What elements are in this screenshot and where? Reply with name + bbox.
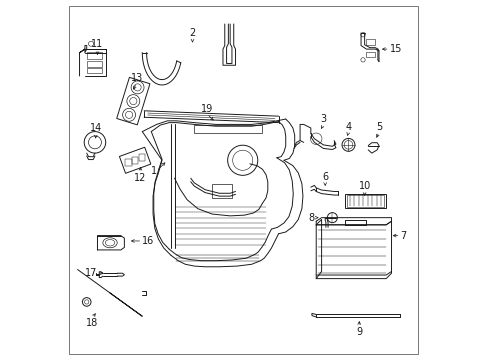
Text: 5: 5 — [375, 122, 381, 132]
Text: 12: 12 — [134, 173, 146, 183]
Bar — [194, 126, 262, 134]
Text: 14: 14 — [89, 123, 102, 134]
Text: 10: 10 — [358, 181, 370, 191]
Text: 4: 4 — [345, 122, 351, 132]
Text: 17: 17 — [85, 268, 97, 278]
Text: 1: 1 — [150, 166, 156, 176]
Text: 11: 11 — [91, 39, 103, 49]
Text: 9: 9 — [355, 327, 362, 337]
Text: 7: 7 — [400, 231, 406, 240]
Bar — [87, 68, 102, 73]
Bar — [212, 184, 231, 198]
Text: 16: 16 — [142, 236, 154, 246]
Text: 13: 13 — [130, 73, 143, 83]
Bar — [87, 52, 102, 59]
Bar — [365, 51, 374, 57]
Bar — [132, 157, 138, 164]
Bar — [346, 195, 384, 207]
Text: 15: 15 — [389, 44, 401, 54]
Text: 6: 6 — [322, 172, 327, 182]
Text: 2: 2 — [189, 28, 195, 39]
Bar — [344, 194, 386, 208]
Text: 8: 8 — [307, 213, 314, 222]
Text: 19: 19 — [200, 104, 213, 114]
Bar — [139, 154, 145, 161]
Bar — [365, 40, 374, 45]
Bar — [87, 60, 102, 67]
Bar — [125, 159, 131, 166]
Text: 18: 18 — [86, 318, 98, 328]
Text: 3: 3 — [320, 114, 326, 125]
